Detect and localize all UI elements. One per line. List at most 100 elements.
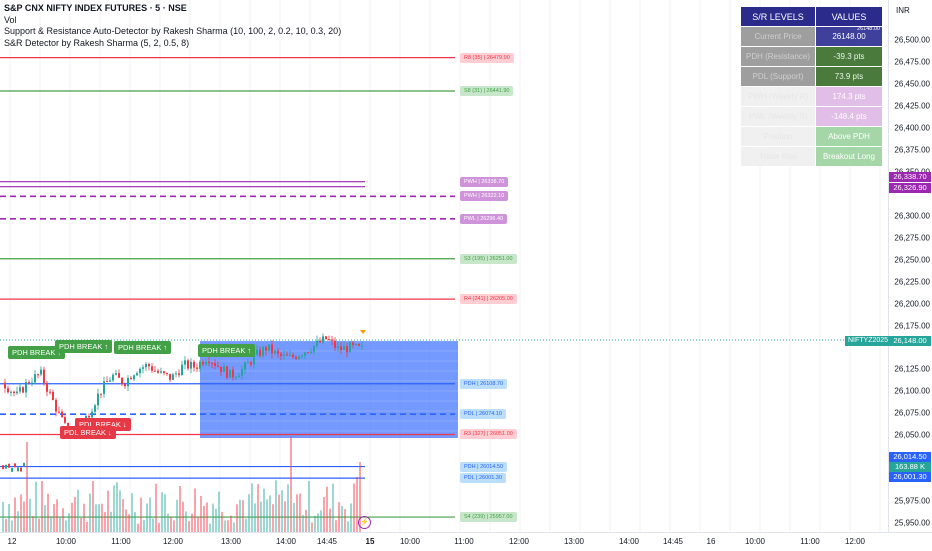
candle — [142, 367, 144, 369]
candle — [163, 371, 165, 374]
volume-bar — [236, 504, 238, 532]
volume-bar — [350, 503, 352, 532]
table-row: Trade Bias Breakout Long — [741, 147, 882, 166]
volume-bar — [56, 499, 58, 532]
candle — [136, 373, 138, 376]
level-label: S4 (239) | 25957.00 — [460, 512, 517, 523]
candle — [181, 364, 183, 376]
candle — [202, 361, 204, 365]
volume-bar — [77, 489, 79, 532]
volume-bar — [44, 505, 46, 532]
volume-bar — [269, 495, 271, 532]
candle — [226, 366, 228, 378]
candle — [199, 361, 201, 369]
signal-label: PDH BREAK ↑ — [55, 340, 113, 353]
volume-bar — [305, 509, 307, 532]
y-tick-label: 26,200.00 — [894, 299, 930, 309]
volume-bar — [170, 516, 172, 532]
candle — [103, 381, 105, 394]
candle — [8, 463, 10, 468]
x-tick-label: 14:45 — [662, 537, 684, 546]
signal-label: PDL BREAK ↓ — [60, 426, 116, 439]
price-axis[interactable]: 26,500.00 26,475.00 26,450.00 26,425.00 26,4… — [888, 0, 932, 532]
candle — [154, 370, 156, 372]
price-plot[interactable] — [0, 0, 888, 532]
volume-bar — [218, 491, 220, 532]
candle — [310, 351, 312, 353]
candle — [241, 369, 243, 376]
currency-label[interactable]: INR — [896, 6, 910, 15]
volume-bar — [146, 503, 148, 532]
x-tick-label: 16 — [706, 537, 716, 546]
volume-bar — [299, 493, 301, 532]
volume-bar — [212, 503, 214, 532]
candle — [352, 342, 354, 345]
volume-bar — [110, 511, 112, 532]
table-row-value: -39.3 pts — [816, 47, 882, 66]
table-row: Current Price 26148.00 — [741, 27, 882, 46]
symbol-title[interactable]: S&P CNX NIFTY INDEX FUTURES · 5 · NSE — [4, 3, 187, 13]
candle — [286, 354, 288, 356]
volume-bar — [257, 484, 259, 532]
candle — [265, 347, 267, 351]
candle — [58, 411, 60, 413]
volume-bar — [323, 497, 325, 532]
volume-bar — [197, 516, 199, 532]
volume-bar — [341, 505, 343, 532]
volume-bar — [140, 497, 142, 532]
candle — [340, 346, 342, 350]
level-label: PDH | 26014.50 — [460, 461, 508, 472]
volume-bar — [221, 511, 223, 532]
candle — [17, 467, 19, 472]
volume-bar — [329, 508, 331, 532]
candle — [358, 343, 360, 346]
volume-bar — [29, 498, 31, 532]
indicator-1-label[interactable]: Support & Resistance Auto-Detector by Ra… — [4, 26, 342, 36]
volume-bar — [62, 508, 64, 532]
candle — [187, 360, 189, 369]
time-axis[interactable]: 12 10:00 11:00 12:00 13:00 14:00 14:45 15 10:00 1… — [0, 532, 932, 551]
volume-bar — [260, 501, 262, 532]
candle — [157, 370, 159, 373]
candle — [283, 354, 285, 356]
lightning-icon[interactable]: ⚡ — [358, 516, 371, 529]
volume-bar — [188, 521, 190, 532]
y-tick-label: 26,375.00 — [894, 145, 930, 155]
candle — [331, 339, 333, 341]
table-row: PDL (Support) 73.9 pts — [741, 67, 882, 86]
volume-bar — [32, 516, 34, 532]
volume-bar — [71, 502, 73, 532]
y-tick-label: 26,050.00 — [894, 430, 930, 440]
volume-bar — [302, 514, 304, 532]
volume-bar — [101, 503, 103, 532]
volume-indicator-label[interactable]: Vol — [4, 14, 17, 25]
candle — [23, 462, 25, 467]
price-tag: 26,001.30 — [889, 472, 931, 482]
table-row-label: Position — [741, 127, 815, 146]
volume-bar — [17, 511, 19, 532]
volume-bar — [128, 514, 130, 532]
chart-legend: S&P CNX NIFTY INDEX FUTURES · 5 · NSE Vo… — [4, 3, 341, 49]
volume-bar — [353, 483, 355, 532]
candle — [232, 369, 234, 378]
candle — [304, 352, 306, 356]
volume-bar — [176, 499, 178, 532]
signal-label: PDH BREAK ↑ — [114, 341, 172, 354]
candle — [256, 349, 258, 355]
y-tick-label: 26,075.00 — [894, 408, 930, 418]
candle — [214, 363, 216, 366]
chart-area[interactable]: S&P CNX NIFTY INDEX FUTURES · 5 · NSE Vo… — [0, 0, 888, 532]
indicator-2-label[interactable]: S&R Detector by Rakesh Sharma (5, 2, 0.5… — [4, 37, 190, 48]
level-label: R4 (241) | 26205.00 — [460, 294, 517, 305]
volume-bar — [206, 502, 208, 532]
table-row: PDH (Resistance) -39.3 pts — [741, 47, 882, 66]
candle — [160, 371, 162, 373]
candle — [334, 340, 336, 348]
y-tick-label: 26,225.00 — [894, 277, 930, 287]
volume-bar — [320, 510, 322, 532]
volume-bar — [245, 518, 247, 532]
volume-bar — [164, 494, 166, 532]
volume-bar — [35, 481, 37, 532]
candle — [88, 415, 90, 418]
volume-bar — [209, 523, 211, 532]
